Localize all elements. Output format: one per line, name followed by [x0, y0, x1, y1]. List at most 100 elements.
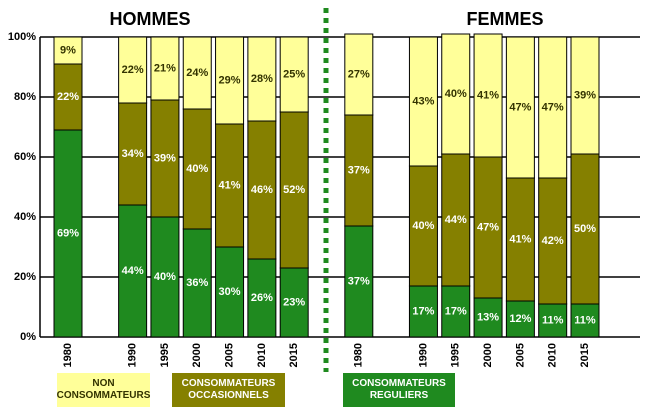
bar-segment: [182, 228, 212, 338]
bar-segment: [538, 177, 568, 305]
data-label: 17%: [412, 305, 434, 317]
bar-segment: [182, 36, 212, 110]
data-label: 9%: [60, 44, 76, 56]
data-label: 25%: [283, 68, 305, 80]
bar-segment: [408, 285, 438, 338]
data-label: 11%: [542, 314, 564, 326]
data-label: 39%: [154, 152, 176, 164]
y-tick-label: 40%: [14, 211, 36, 223]
data-label: 34%: [122, 148, 144, 160]
data-label: 44%: [445, 214, 467, 226]
x-tick-label: 2005: [514, 343, 526, 367]
data-label: 24%: [186, 67, 208, 79]
bar-segment: [505, 36, 535, 179]
bar-segment: [53, 129, 83, 338]
data-label: 37%: [348, 275, 370, 287]
y-tick-label: 20%: [14, 271, 36, 283]
data-label: 44%: [122, 265, 144, 277]
x-tick-label: 2000: [191, 343, 203, 367]
bar-segment: [150, 99, 180, 218]
bar-segment: [570, 36, 600, 155]
data-label: 40%: [412, 220, 434, 232]
data-label: 29%: [219, 74, 241, 86]
bar-segment: [441, 153, 471, 287]
data-label: 52%: [283, 184, 305, 196]
bar-segment: [279, 36, 309, 113]
data-label: 40%: [445, 88, 467, 100]
bar-segment: [344, 114, 374, 227]
bar-segment: [53, 36, 83, 65]
bar-segment: [247, 36, 277, 122]
data-label: 41%: [509, 233, 531, 245]
data-label: 69%: [57, 227, 79, 239]
data-label: 40%: [186, 163, 208, 175]
bar-segment: [408, 36, 438, 167]
bar-segment: [570, 303, 600, 338]
bar-segment: [441, 33, 471, 155]
data-label: 43%: [412, 95, 434, 107]
y-tick-label: 100%: [8, 31, 36, 43]
bar-segment: [570, 153, 600, 305]
bar-segment: [538, 36, 568, 179]
legend-entry: CONSOMMATEURS REGULIERS: [343, 373, 455, 407]
data-label: 23%: [283, 296, 305, 308]
x-tick-label: 2010: [547, 343, 559, 367]
x-tick-label: 2010: [256, 343, 268, 367]
bar-segment: [118, 36, 148, 104]
bar-segment: [279, 267, 309, 338]
data-label: 21%: [154, 62, 176, 74]
x-tick-label: 1980: [62, 343, 74, 367]
bar-segment: [215, 246, 245, 338]
data-label: 26%: [251, 292, 273, 304]
bar-segment: [118, 102, 148, 206]
data-label: 47%: [477, 221, 499, 233]
data-label: 28%: [251, 73, 273, 85]
x-tick-label: 2015: [579, 343, 591, 367]
bar-segment: [150, 36, 180, 101]
x-tick-label: 2005: [223, 343, 235, 367]
data-label: 30%: [219, 286, 241, 298]
x-tick-label: 1995: [159, 343, 171, 367]
data-label: 11%: [574, 314, 596, 326]
plot: HOMMES FEMMES 0% 20% 40% 60% 80% 100% 1980 69% 2…: [8, 8, 640, 372]
data-label: 46%: [251, 184, 273, 196]
data-label: 47%: [509, 101, 531, 113]
y-tick-label: 60%: [14, 151, 36, 163]
bar-segment: [505, 177, 535, 302]
bar-segment: [344, 33, 374, 116]
bar-segment: [53, 63, 83, 131]
bar-segment: [473, 33, 503, 158]
bar-segment: [182, 108, 212, 230]
bar-segment: [279, 111, 309, 269]
y-tick-label: 80%: [14, 91, 36, 103]
data-label: 39%: [574, 89, 596, 101]
bar-segment: [441, 285, 471, 338]
y-tick-label: 0%: [20, 331, 36, 343]
bar-segment: [538, 303, 568, 338]
data-label: 22%: [122, 64, 144, 76]
legend-entry: CONSOMMATEURS OCCASIONNELS: [172, 373, 285, 407]
data-label: 27%: [348, 68, 370, 80]
data-label: 37%: [348, 164, 370, 176]
legend-entry: NON CONSOMMATEURS: [57, 373, 150, 407]
data-label: 41%: [477, 89, 499, 101]
bar-segment: [408, 165, 438, 287]
x-tick-label: 1990: [417, 343, 429, 367]
bar-segment: [247, 120, 277, 260]
bar-segment: [215, 36, 245, 125]
x-tick-label: 2000: [482, 343, 494, 367]
x-tick-label: 1990: [127, 343, 139, 367]
data-label: 47%: [542, 101, 564, 113]
bar-segment: [505, 300, 535, 338]
data-label: 12%: [509, 313, 531, 325]
data-label: 41%: [219, 179, 241, 191]
data-label: 13%: [477, 311, 499, 323]
group-label: HOMMES: [110, 9, 191, 29]
data-label: 42%: [542, 235, 564, 247]
x-tick-label: 1980: [353, 343, 365, 367]
data-label: 17%: [445, 305, 467, 317]
group-label: FEMMES: [466, 9, 543, 29]
data-label: 50%: [574, 223, 596, 235]
data-label: 40%: [154, 271, 176, 283]
